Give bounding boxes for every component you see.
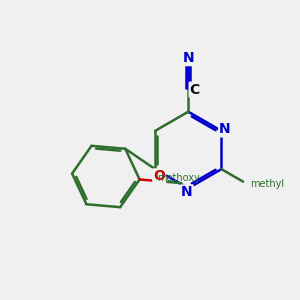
Text: N: N — [219, 122, 231, 136]
Text: methyl: methyl — [250, 179, 285, 189]
Text: C: C — [190, 82, 200, 97]
Text: N: N — [182, 51, 194, 65]
Text: O: O — [153, 169, 165, 183]
Text: methoxy: methoxy — [157, 173, 200, 183]
Text: N: N — [181, 185, 193, 200]
